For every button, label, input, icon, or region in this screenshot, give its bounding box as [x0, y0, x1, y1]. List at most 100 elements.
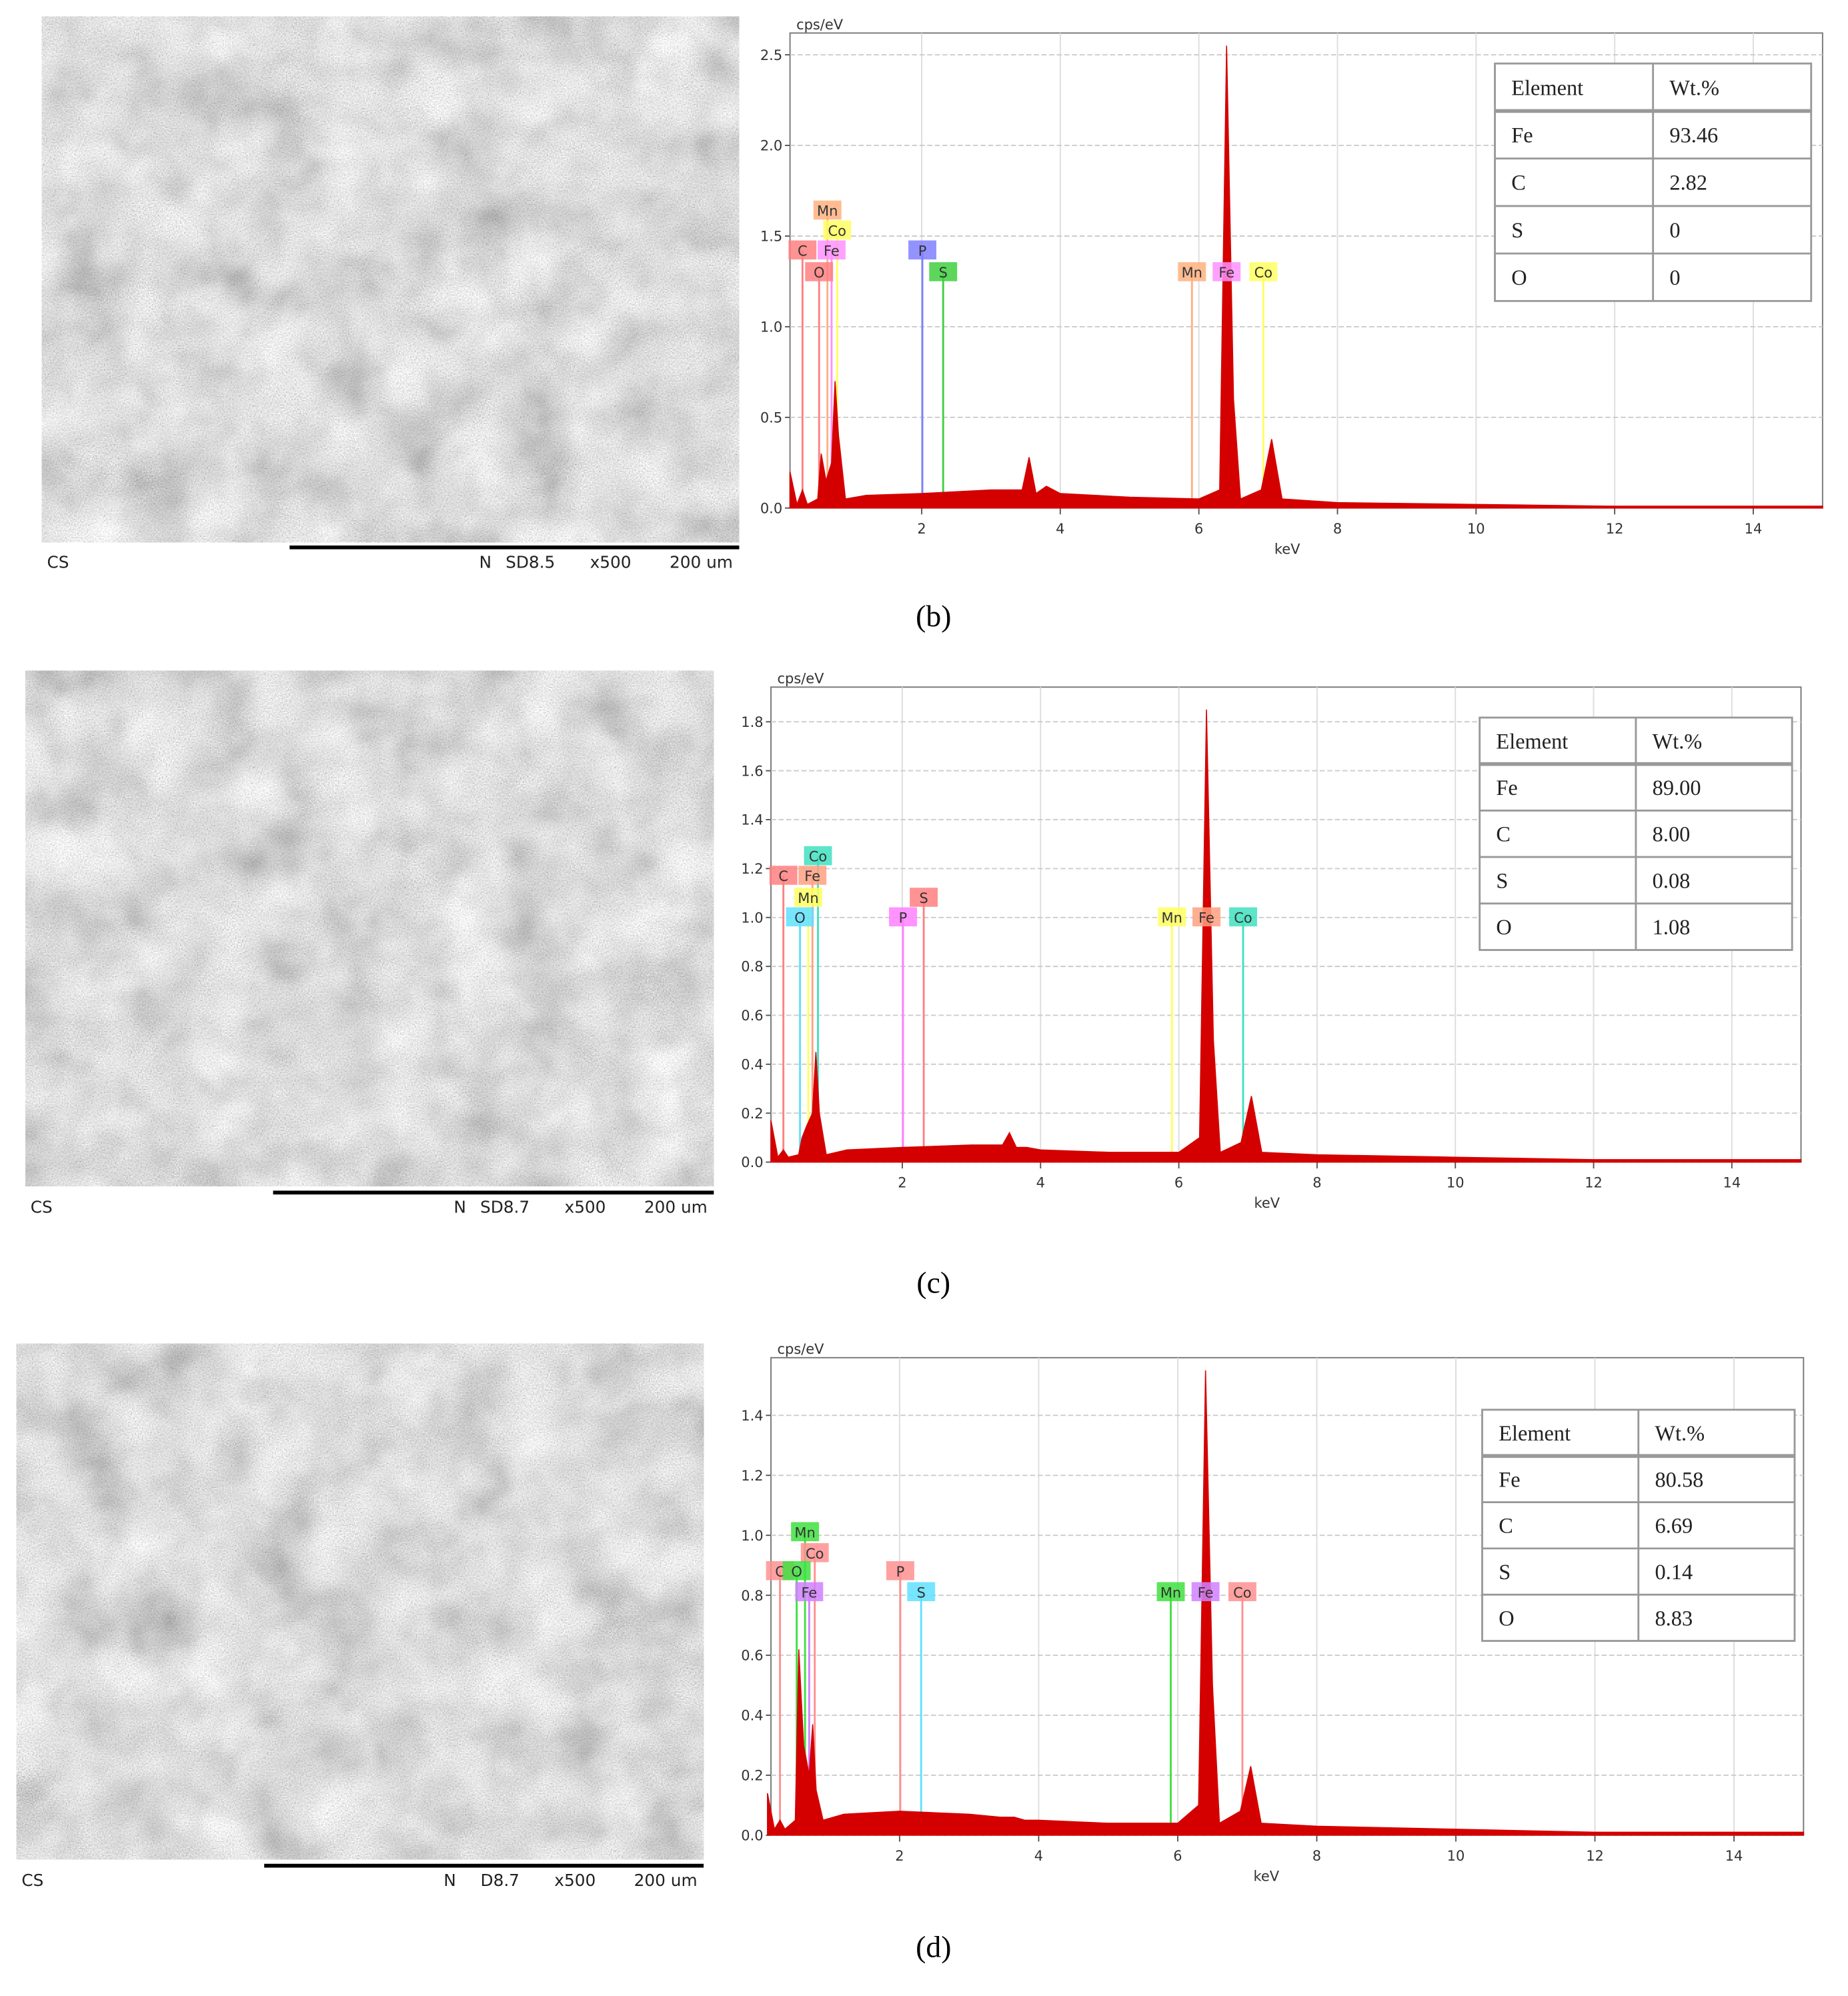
table-cell: C — [1511, 171, 1526, 195]
element-label: Mn — [1160, 1585, 1181, 1601]
table-cell: Fe — [1499, 1468, 1520, 1492]
x-tick-label: 14 — [1725, 1848, 1743, 1864]
x-tick-label: 2 — [898, 1175, 906, 1191]
table-cell: 2.82 — [1669, 171, 1707, 195]
y-tick-label: 1.2 — [741, 861, 763, 877]
element-label: S — [939, 265, 948, 281]
y-tick-label: 1.4 — [741, 812, 763, 828]
y-tick-label: 1.2 — [741, 1468, 763, 1484]
y-tick-label: 1.0 — [741, 1528, 763, 1544]
element-label-box — [910, 888, 938, 907]
y-tick-label: 0.4 — [741, 1056, 763, 1072]
sem-caption: D8.7 — [481, 1871, 520, 1890]
element-label: Fe — [824, 243, 840, 259]
x-tick-label: 10 — [1447, 1848, 1465, 1864]
element-label: Co — [809, 849, 827, 865]
sem-caption: 200 um — [670, 552, 733, 572]
element-label-box — [786, 907, 814, 927]
y-axis-label: cps/eV — [778, 671, 825, 687]
sem-image — [25, 670, 714, 1186]
table-cell: 89.00 — [1653, 776, 1701, 800]
y-tick-label: 1.8 — [741, 714, 763, 730]
element-label: Mn — [817, 203, 838, 219]
x-tick-label: 8 — [1333, 521, 1342, 537]
y-tick-label: 2.0 — [760, 138, 782, 154]
sem-caption: CS — [31, 1198, 53, 1217]
table-header: Wt.% — [1669, 76, 1719, 100]
y-tick-label: 0.6 — [741, 1008, 763, 1024]
sem-caption: 200 um — [644, 1198, 708, 1217]
sem-image — [16, 1343, 704, 1860]
element-label-box — [823, 220, 852, 240]
element-label-box — [1212, 262, 1241, 281]
y-tick-label: 1.6 — [741, 763, 763, 779]
x-tick-label: 10 — [1467, 521, 1485, 537]
element-label-box — [795, 1582, 824, 1601]
element-label-box — [1228, 1582, 1256, 1601]
element-label-box — [769, 866, 798, 885]
sem-caption: CS — [21, 1871, 43, 1890]
element-label-box — [791, 1522, 820, 1542]
table-header: Wt.% — [1655, 1422, 1705, 1446]
element-label: Fe — [1218, 265, 1234, 281]
element-label: Mn — [794, 1525, 815, 1541]
table-cell: 8.83 — [1655, 1607, 1693, 1631]
element-label-box — [782, 1561, 811, 1581]
table-cell: O — [1511, 266, 1527, 290]
table-header: Element — [1499, 1422, 1571, 1446]
table-header: Element — [1496, 730, 1568, 754]
element-label: P — [918, 243, 927, 259]
element-label-box — [907, 1582, 936, 1601]
table-cell: O — [1499, 1607, 1514, 1631]
element-label: Co — [806, 1546, 824, 1562]
table-cell: 0 — [1669, 266, 1680, 290]
x-tick-label: 4 — [1056, 521, 1064, 537]
y-axis-label: cps/eV — [778, 1341, 825, 1357]
element-label-box — [817, 240, 846, 260]
y-tick-label: 0.0 — [741, 1154, 763, 1170]
y-tick-label: 0.2 — [741, 1106, 763, 1122]
element-label: Co — [1233, 1585, 1251, 1601]
spectrum — [770, 709, 1802, 1163]
table-header: Wt.% — [1653, 730, 1703, 754]
element-label-box — [798, 866, 827, 885]
y-tick-label: 0.8 — [741, 959, 763, 975]
sem-image — [41, 16, 740, 543]
x-tick-label: 6 — [1174, 1175, 1183, 1191]
element-label-box — [1191, 1582, 1220, 1601]
spectrum — [789, 45, 1823, 509]
panel-label: (b) — [916, 599, 951, 633]
panel-label: (d) — [916, 1930, 951, 1964]
element-label: C — [778, 868, 788, 884]
y-tick-label: 0.0 — [741, 1828, 763, 1844]
element-label: Mn — [798, 890, 818, 906]
element-label-box — [886, 1561, 914, 1581]
y-tick-label: 0.5 — [760, 409, 782, 425]
element-label-box — [800, 1543, 829, 1563]
table-cell: 6.69 — [1655, 1515, 1693, 1539]
sem-caption: N — [443, 1871, 456, 1890]
x-axis-label: keV — [1254, 1195, 1280, 1211]
panel-label: (c) — [916, 1266, 950, 1300]
sem-caption: CS — [47, 552, 69, 572]
element-label-box — [1158, 907, 1186, 927]
x-tick-label: 14 — [1745, 521, 1763, 537]
element-label: Co — [1254, 265, 1272, 281]
sem-caption: x500 — [554, 1871, 596, 1890]
element-label-box — [1229, 907, 1257, 927]
element-label-box — [1192, 907, 1221, 927]
element-label: Co — [828, 223, 846, 239]
table-cell: S — [1499, 1561, 1511, 1585]
element-label-box — [794, 888, 822, 907]
y-tick-label: 0.2 — [741, 1768, 763, 1784]
element-label: Fe — [801, 1585, 817, 1601]
element-label-box — [805, 262, 834, 281]
y-tick-label: 1.4 — [741, 1408, 763, 1424]
element-label-box — [788, 240, 817, 260]
element-label: Mn — [1162, 910, 1182, 926]
element-label: O — [794, 910, 805, 926]
x-axis-label: keV — [1274, 541, 1300, 557]
y-tick-label: 0.4 — [741, 1708, 763, 1724]
